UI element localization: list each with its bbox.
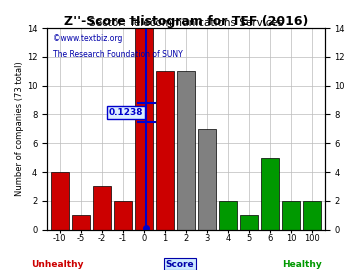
Bar	[114, 201, 132, 230]
Text: Score: Score	[166, 260, 194, 269]
Bar	[261, 158, 279, 230]
Text: The Research Foundation of SUNY: The Research Foundation of SUNY	[53, 50, 182, 59]
Text: 0.1238: 0.1238	[109, 108, 143, 117]
Bar	[198, 129, 216, 230]
Text: ©www.textbiz.org: ©www.textbiz.org	[53, 34, 122, 43]
Bar	[51, 172, 68, 230]
Title: Z''-Score Histogram for TEF (2016): Z''-Score Histogram for TEF (2016)	[64, 15, 308, 28]
Text: Healthy: Healthy	[283, 260, 322, 269]
Text: Sector: Telecommunications Services: Sector: Telecommunications Services	[89, 18, 283, 28]
Bar	[282, 201, 300, 230]
Bar	[156, 71, 174, 230]
Bar	[177, 71, 195, 230]
Bar	[72, 215, 90, 230]
Text: Unhealthy: Unhealthy	[31, 260, 84, 269]
Bar	[93, 187, 111, 230]
Bar	[240, 215, 258, 230]
Bar	[135, 28, 153, 230]
Bar	[219, 201, 237, 230]
Bar	[303, 201, 321, 230]
Y-axis label: Number of companies (73 total): Number of companies (73 total)	[15, 62, 24, 196]
